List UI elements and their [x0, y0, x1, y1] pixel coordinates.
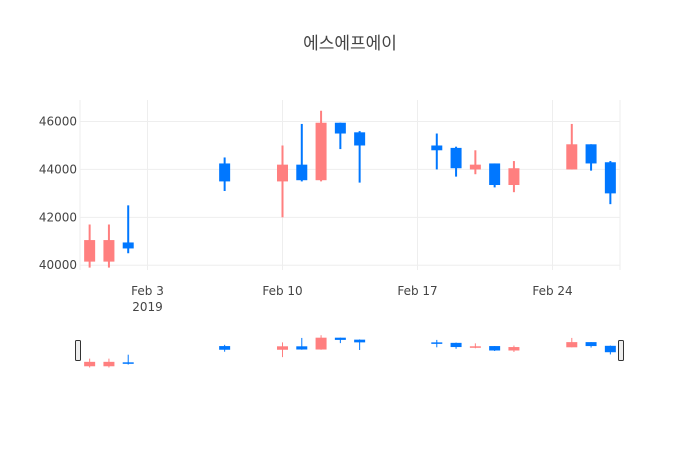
candle[interactable] [334, 122, 346, 150]
slider-candle-body [604, 345, 616, 353]
slider-candle-body [296, 346, 308, 350]
slider-candle [469, 343, 481, 349]
slider-candle-body [103, 361, 115, 367]
candle-body[interactable] [508, 168, 520, 185]
candle-body[interactable] [296, 164, 308, 181]
candle[interactable] [566, 123, 578, 170]
slider-candle [334, 337, 346, 344]
candle[interactable] [315, 110, 327, 182]
slider-candle-body [489, 346, 501, 351]
slider-candle [489, 346, 501, 351]
candle-body[interactable] [604, 162, 616, 194]
slider-candle [450, 342, 462, 349]
candle[interactable] [585, 144, 597, 171]
range-slider-background[interactable] [80, 333, 620, 368]
range-slider-candles [84, 335, 616, 368]
candle-body[interactable] [84, 240, 96, 262]
candle-body[interactable] [469, 164, 481, 170]
y-tick-label: 40000 [39, 258, 77, 272]
candle[interactable] [277, 145, 288, 218]
slider-candle [566, 337, 578, 348]
slider-candle-body [277, 346, 288, 350]
candle[interactable] [508, 161, 520, 193]
slider-candle-body [508, 347, 520, 351]
slider-candle-body [566, 342, 578, 348]
slider-candle [315, 335, 327, 350]
candle-body[interactable] [431, 145, 443, 151]
candle[interactable] [103, 224, 115, 268]
candle-body[interactable] [122, 242, 134, 249]
slider-candle [84, 358, 96, 368]
candle[interactable] [489, 163, 501, 188]
candle[interactable] [431, 133, 443, 170]
slider-candle-body [84, 361, 96, 367]
candle[interactable] [354, 131, 366, 183]
slider-candle [277, 342, 288, 358]
candle-body[interactable] [334, 122, 346, 134]
axes: 40000 42000 44000 46000 Feb 3 2019 Feb 10 Feb 1… [39, 115, 573, 314]
range-slider-right-handle[interactable] [618, 340, 624, 361]
slider-candle-body [354, 339, 366, 343]
candle-body[interactable] [354, 132, 366, 146]
slider-candle-body [334, 337, 346, 340]
x-tick-label: Feb 24 [532, 284, 572, 298]
candle-body[interactable] [277, 164, 288, 182]
candle[interactable] [122, 205, 134, 254]
candle[interactable] [219, 157, 231, 191]
slider-candle [508, 345, 520, 352]
slider-candle-body [219, 346, 231, 350]
slider-candle-body [122, 362, 134, 364]
slider-candle-body [585, 342, 597, 347]
candle[interactable] [84, 224, 96, 268]
slider-candle-body [431, 342, 443, 344]
candles[interactable] [84, 110, 616, 268]
slider-candle [219, 344, 231, 352]
candle-body[interactable] [585, 144, 597, 164]
slider-candle-body [315, 337, 327, 350]
y-tick-label: 42000 [39, 210, 77, 224]
x-tick-sublabel: 2019 [132, 300, 163, 314]
range-slider[interactable] [75, 333, 624, 368]
slider-candle-body [450, 342, 462, 348]
candle-body[interactable] [566, 144, 578, 170]
slider-candle [585, 342, 597, 348]
slider-candle [103, 358, 115, 368]
slider-candle [296, 337, 308, 350]
candle-body[interactable] [450, 147, 462, 169]
candle-body[interactable] [103, 240, 115, 262]
x-tick-label: Feb 10 [262, 284, 302, 298]
candle[interactable] [450, 146, 462, 177]
range-slider-left-handle[interactable] [75, 340, 81, 361]
x-tick-label: Feb 17 [397, 284, 437, 298]
candle-body[interactable] [219, 163, 231, 182]
candle[interactable] [604, 161, 616, 205]
grid-lines [79, 100, 621, 270]
slider-candle-body [469, 346, 481, 348]
chart-title: 에스에프에이 [303, 34, 397, 54]
candle-body[interactable] [489, 163, 501, 185]
slider-candle [431, 339, 443, 348]
slider-candle [122, 354, 134, 365]
candle-body[interactable] [315, 122, 327, 181]
candle[interactable] [469, 150, 481, 175]
y-tick-label: 46000 [39, 115, 77, 129]
candle[interactable] [296, 123, 308, 182]
slider-candle [354, 339, 366, 351]
slider-candle [604, 345, 616, 355]
x-tick-label: Feb 3 [131, 284, 164, 298]
y-tick-label: 44000 [39, 162, 77, 176]
